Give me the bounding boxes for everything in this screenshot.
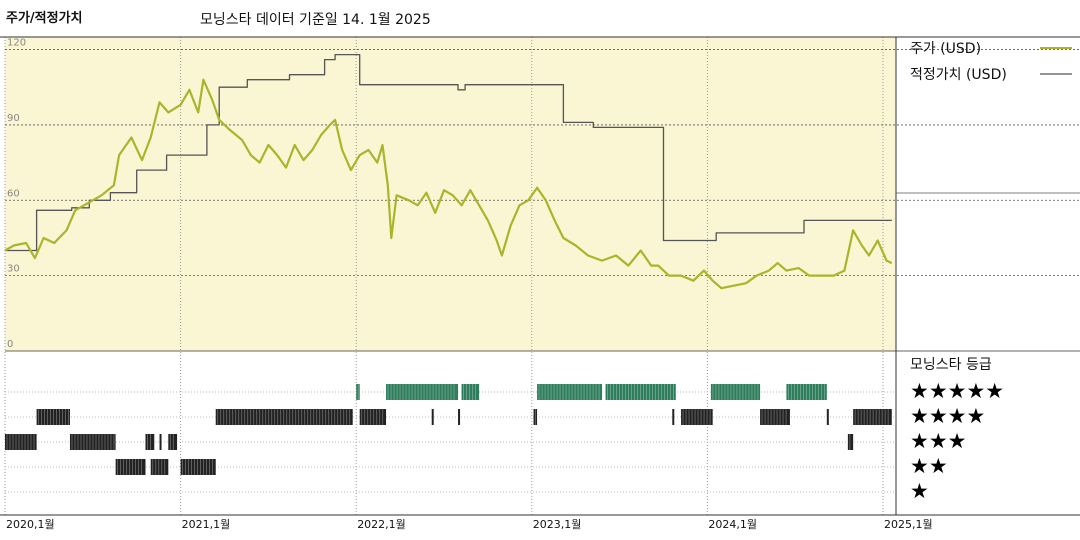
rating-band-4-star: [533, 409, 538, 425]
y-tick-label: 30: [7, 264, 20, 275]
legend-fair-label: 적정가치 (USD): [910, 67, 1007, 83]
rating-band-4-star: [826, 409, 829, 425]
rating-band-2-star: [115, 459, 146, 475]
rating-band-5-star: [786, 384, 827, 400]
rating-bands: [5, 384, 896, 493]
data-date-subtitle: 모닝스타 데이터 기준일 14. 1월 2025: [200, 12, 431, 28]
rating-band-2-star: [150, 459, 169, 475]
rating-band-3-star: [145, 434, 155, 450]
y-tick-label: 60: [7, 188, 20, 199]
y-tick-label: 120: [7, 38, 26, 49]
x-tick-label: 2025,1월: [884, 518, 933, 531]
stars-1-label: ★: [910, 479, 929, 503]
rating-band-4-star: [359, 409, 387, 425]
y-tick-label: 90: [7, 113, 20, 124]
rating-band-3-star: [168, 434, 178, 450]
x-tick-label: 2024,1월: [708, 518, 757, 531]
rating-band-5-star: [386, 384, 459, 400]
price-line: [4, 78, 893, 290]
rating-band-4-star: [681, 409, 713, 425]
stars-3-label: ★★★: [910, 429, 966, 453]
rating-band-2-star: [180, 459, 216, 475]
rating-band-4-star: [431, 409, 434, 425]
rating-band-4-star: [458, 409, 461, 425]
rating-band-3-star: [847, 434, 854, 450]
legend-price-label: 주가 (USD): [910, 41, 981, 57]
fair-value-line: [5, 53, 892, 252]
x-tick-label: 2022,1월: [357, 518, 406, 531]
stars-4-label: ★★★★: [910, 404, 985, 428]
stars-2-label: ★★: [910, 454, 948, 478]
x-tick-label: 2020,1월: [6, 518, 55, 531]
rating-band-5-star: [605, 384, 676, 400]
rating-band-5-star: [710, 384, 761, 400]
rating-band-5-star: [537, 384, 603, 400]
rating-band-3-star: [159, 434, 162, 450]
rating-band-4-star: [853, 409, 892, 425]
y-axis-ticks: 0 30 60 90 120: [7, 38, 26, 350]
chart-title: 주가/적정가치: [6, 11, 83, 26]
rating-band-4-star: [672, 409, 675, 425]
series-lines: [4, 53, 893, 290]
rating-band-5-star: [461, 384, 480, 400]
y-tick-label: 0: [7, 339, 13, 350]
stars-5-label: ★★★★★: [910, 379, 1004, 403]
rating-band-3-star: [69, 434, 116, 450]
grid-lines: [0, 36, 1080, 516]
rating-band-4-star: [36, 409, 70, 425]
x-axis-ticks: 2020,1월 2021,1월 2022,1월 2023,1월 2024,1월 2025,…: [6, 518, 933, 531]
rating-band-5-star: [356, 384, 360, 400]
rating-band-4-star: [760, 409, 790, 425]
rating-title: 모닝스타 등급: [910, 357, 992, 373]
rating-band-3-star: [5, 434, 37, 450]
x-tick-label: 2023,1월: [533, 518, 582, 531]
rating-band-4-star: [215, 409, 353, 425]
legend: 주가 (USD) 적정가치 (USD) 모닝스타 등급 ★★★★★ ★★★★ ★…: [910, 41, 1072, 503]
x-tick-label: 2021,1월: [182, 518, 231, 531]
